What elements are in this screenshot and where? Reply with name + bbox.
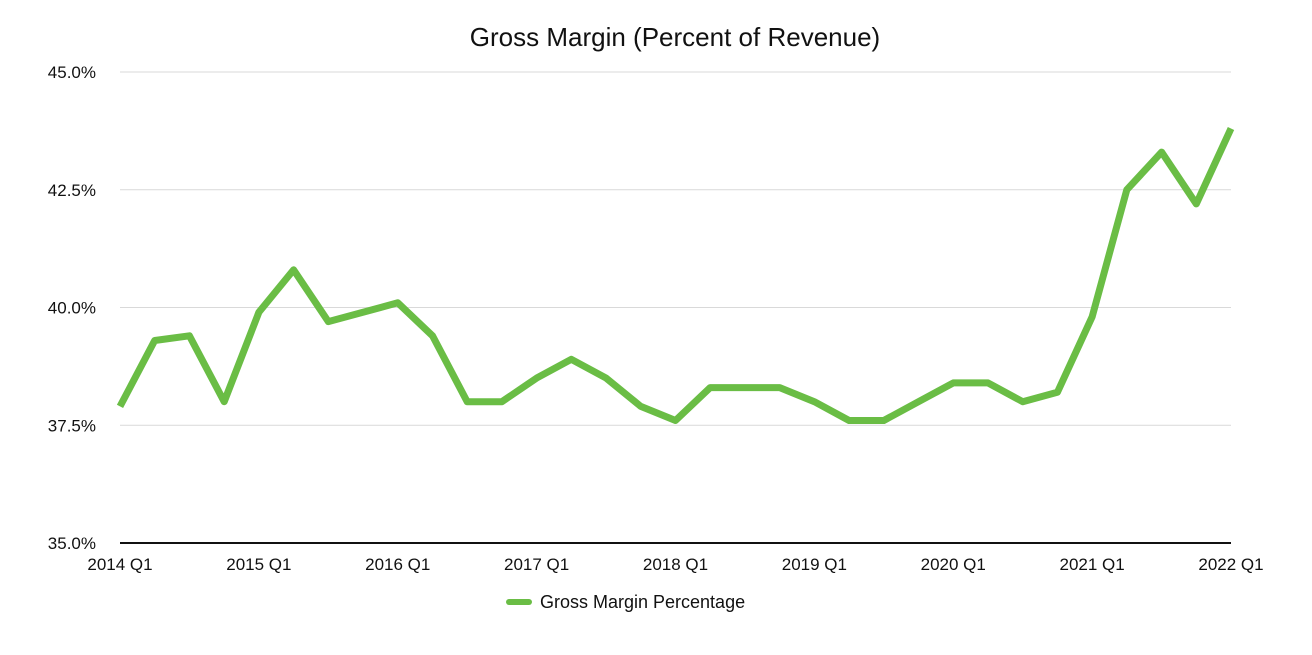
y-tick-label: 40.0% <box>48 299 96 318</box>
x-tick-label: 2016 Q1 <box>365 555 430 574</box>
x-tick-label: 2020 Q1 <box>921 555 986 574</box>
x-axis-tick-labels: 2014 Q1 2015 Q1 2016 Q1 2017 Q1 2018 Q1 2019 … <box>87 555 1263 574</box>
series-line <box>116 127 1235 424</box>
y-tick-label: 45.0% <box>48 63 96 82</box>
x-tick-label: 2014 Q1 <box>87 555 152 574</box>
x-tick-label: 2018 Q1 <box>643 555 708 574</box>
legend: Gross Margin Percentage <box>506 592 745 612</box>
x-tick-label: 2017 Q1 <box>504 555 569 574</box>
legend-label: Gross Margin Percentage <box>540 592 745 612</box>
x-tick-label: 2022 Q1 <box>1198 555 1263 574</box>
gridlines <box>120 71 1231 426</box>
chart-title: Gross Margin (Percent of Revenue) <box>470 22 880 52</box>
x-tick-label: 2019 Q1 <box>782 555 847 574</box>
y-axis-tick-labels: 35.0% 37.5% 40.0% 42.5% 45.0% <box>48 63 96 553</box>
y-tick-label: 42.5% <box>48 181 96 200</box>
series-layer <box>116 127 1235 424</box>
y-tick-label: 35.0% <box>48 534 96 553</box>
x-tick-label: 2015 Q1 <box>226 555 291 574</box>
x-tick-label: 2021 Q1 <box>1060 555 1125 574</box>
y-tick-label: 37.5% <box>48 416 96 435</box>
